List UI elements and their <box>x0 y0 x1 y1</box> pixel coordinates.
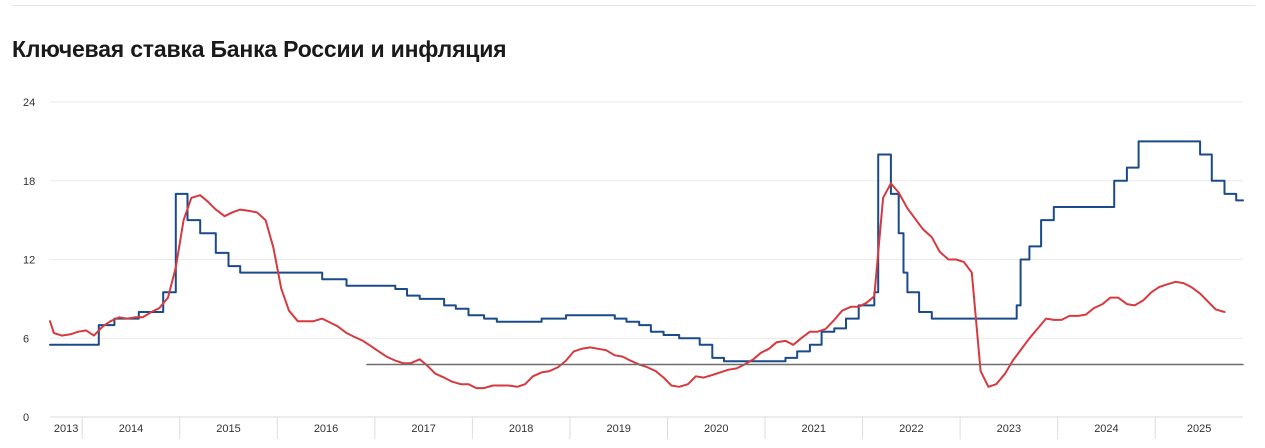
y-tick-label: 18 <box>23 176 35 188</box>
x-tick-label: 2015 <box>216 423 240 435</box>
y-tick-label: 0 <box>23 412 29 424</box>
x-axis: 2013 2014 2015 2016 2017 2018 2019 2020 2021 2022… <box>50 416 1243 439</box>
x-tick-label: 2016 <box>314 423 338 435</box>
x-tick-label: 2022 <box>899 423 923 435</box>
x-tick-label: 2013 <box>54 423 78 435</box>
x-tick-label: 2019 <box>606 423 630 435</box>
x-tick-label: 2024 <box>1094 423 1118 435</box>
x-tick-label: 2020 <box>704 423 728 435</box>
x-tick-label: 2018 <box>509 423 533 435</box>
key-rate-line <box>49 140 1244 363</box>
y-tick-label: 6 <box>23 333 29 345</box>
y-tick-label: 12 <box>23 255 35 267</box>
x-tick-label: 2021 <box>802 423 826 435</box>
x-tick-label: 2023 <box>997 423 1021 435</box>
top-divider <box>12 5 1255 6</box>
inflation-line <box>49 182 1226 390</box>
x-tick-label: 2014 <box>119 423 143 435</box>
y-axis-labels: 0 6 12 18 24 <box>23 97 35 424</box>
x-tick-label: 2025 <box>1187 423 1211 435</box>
x-tick-label: 2017 <box>411 423 435 435</box>
series-lines <box>49 140 1244 390</box>
chart-title: Ключевая ставка Банка России и инфляция <box>12 36 507 62</box>
y-tick-label: 24 <box>23 97 35 109</box>
